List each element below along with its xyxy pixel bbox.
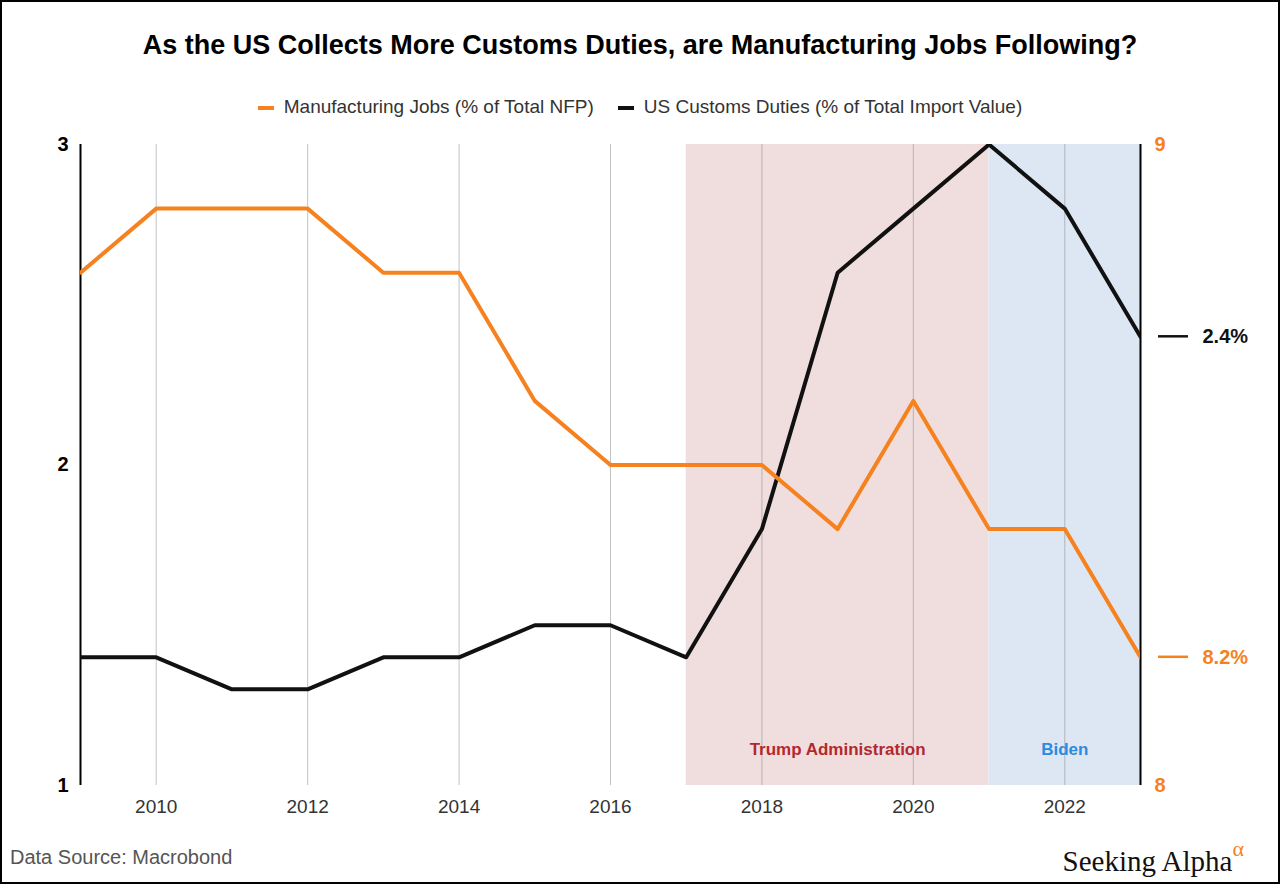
svg-text:2: 2 — [57, 453, 68, 475]
svg-text:2020: 2020 — [892, 796, 934, 817]
html-text:Manufacturing Jobs (% of Total: Manufacturing Jobs (% of Total NFP) — [283, 96, 594, 117]
svg-text:3: 3 — [57, 133, 68, 155]
svg-text:2.4%: 2.4% — [1203, 325, 1249, 347]
html-text:Data Source: Macrobond: Data Source: Macrobond — [10, 846, 233, 868]
svg-text:Trump Administration: Trump Administration — [750, 740, 926, 759]
svg-text:1: 1 — [57, 774, 68, 796]
svg-text:2022: 2022 — [1044, 796, 1086, 817]
svg-text:8.2%: 8.2% — [1203, 646, 1249, 668]
svg-text:2010: 2010 — [135, 796, 177, 817]
svg-text:8: 8 — [1155, 774, 1166, 796]
svg-text:2016: 2016 — [589, 796, 631, 817]
svg-text:2012: 2012 — [287, 796, 329, 817]
html-text:US Customs Duties (% of Total: US Customs Duties (% of Total Import Val… — [643, 96, 1023, 117]
html-text:As the US Collects More Custom: As the US Collects More Customs Duties, … — [142, 30, 1138, 60]
svg-text:2018: 2018 — [741, 796, 783, 817]
svg-text:Biden: Biden — [1041, 740, 1088, 759]
svg-text:2014: 2014 — [438, 796, 481, 817]
html-text:Seeking Alphaα: Seeking Alphaα — [1062, 836, 1244, 877]
svg-text:9: 9 — [1155, 133, 1166, 155]
